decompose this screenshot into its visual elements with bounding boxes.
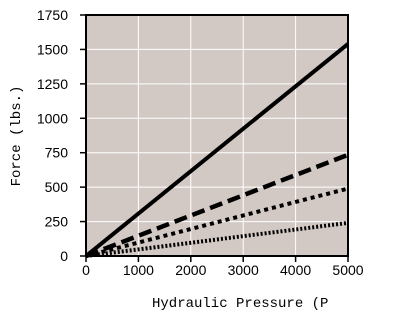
y-axis-title: Force (lbs.) (9, 86, 25, 187)
y-tick-label: 750 (45, 145, 69, 161)
y-tick-label: 500 (45, 179, 69, 195)
x-tick-label: 0 (82, 262, 90, 278)
x-tick-label: 3000 (228, 262, 259, 278)
x-tick-label: 2000 (175, 262, 206, 278)
series-line-dotted (85, 186, 349, 258)
y-tick-label: 0 (60, 248, 68, 264)
x-axis-title: Hydraulic Pressure (P (152, 296, 328, 312)
series-line-fine-dotted (85, 220, 349, 258)
plot-background (86, 15, 348, 256)
x-tick-label: 5000 (332, 262, 363, 278)
x-axis-ticks: 0 1000 2000 3000 4000 5000 (82, 256, 364, 278)
grid (86, 15, 348, 256)
x-tick-label: 4000 (280, 262, 311, 278)
series-line-solid (84, 42, 350, 258)
plot-frame (85, 14, 349, 257)
series-group (84, 42, 350, 259)
y-tick-label: 250 (45, 214, 69, 230)
y-tick-label: 1750 (37, 7, 68, 23)
y-axis-ticks: 0 250 500 750 1000 1250 1500 1750 (37, 7, 86, 264)
y-tick-label: 1000 (37, 110, 68, 126)
x-tick-label: 1000 (123, 262, 154, 278)
y-tick-label: 1500 (37, 41, 68, 57)
y-tick-label: 1250 (37, 76, 68, 92)
series-line-dashed (85, 152, 349, 259)
